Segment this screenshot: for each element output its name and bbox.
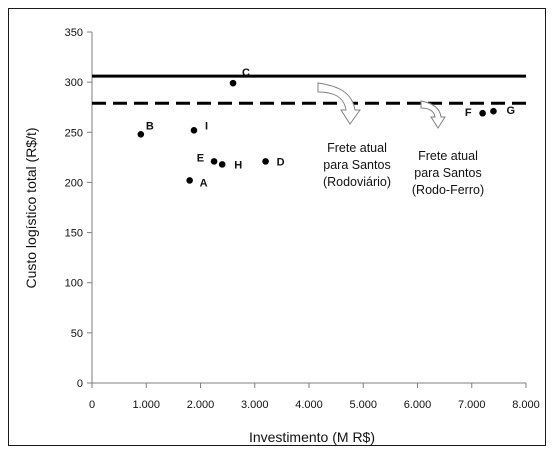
x-tick-label: 4.000 — [295, 399, 323, 411]
point-label-f: F — [465, 107, 472, 119]
annotation-rodoviario-line: para Santos — [323, 158, 390, 172]
data-point-g — [490, 107, 497, 115]
data-point-b — [137, 130, 145, 138]
point-label-e: E — [197, 152, 204, 164]
y-tick-label: 200 — [65, 177, 83, 189]
data-point-a — [186, 177, 193, 184]
point-label-d: D — [277, 156, 285, 168]
curved-arrow-icon — [317, 82, 361, 125]
point-label-b: B — [146, 120, 154, 132]
data-point-h — [218, 161, 226, 168]
data-point-i — [190, 126, 198, 134]
point-label-g: G — [506, 105, 515, 117]
annotation-rodoviario-line: (Rodoviário) — [323, 175, 391, 189]
chart-frame — [8, 8, 546, 446]
y-tick-label: 250 — [65, 127, 83, 139]
y-tick-label: 50 — [71, 328, 83, 340]
y-tick-label: 100 — [65, 278, 83, 290]
curved-arrow-icon — [420, 100, 446, 129]
y-tick-label: 300 — [65, 77, 83, 89]
data-point-e — [210, 158, 218, 165]
point-label-i: I — [205, 120, 208, 132]
x-tick-label: 5.000 — [349, 399, 377, 411]
y-tick-label: 150 — [65, 228, 83, 240]
point-label-c: C — [242, 67, 250, 79]
x-axis-title: Investimento (M R$) — [249, 429, 375, 445]
data-point-d — [262, 158, 269, 165]
point-label-h: H — [234, 159, 242, 171]
x-tick-label: 6.000 — [404, 399, 432, 411]
annotation-rodo-ferro-line: Frete atual — [418, 149, 478, 163]
x-tick-label: 8.000 — [512, 399, 540, 411]
y-tick-label: 0 — [77, 378, 83, 390]
y-axis-title: Custo logístico total (R$/t) — [23, 127, 39, 288]
x-tick-label: 1.000 — [132, 399, 160, 411]
x-tick-label: 2.000 — [187, 399, 215, 411]
x-tick-label: 7.000 — [458, 399, 486, 411]
x-tick-label: 3.000 — [241, 399, 269, 411]
data-point-c — [229, 79, 237, 87]
x-tick-label: 0 — [89, 399, 95, 411]
data-point-f — [479, 109, 486, 117]
point-label-a: A — [200, 177, 208, 189]
y-tick-label: 350 — [65, 27, 83, 39]
annotation-rodo-ferro-line: para Santos — [414, 166, 481, 180]
annotation-rodoviario-line: Frete atual — [327, 141, 387, 155]
annotation-rodo-ferro-line: (Rodo-Ferro) — [412, 183, 484, 197]
